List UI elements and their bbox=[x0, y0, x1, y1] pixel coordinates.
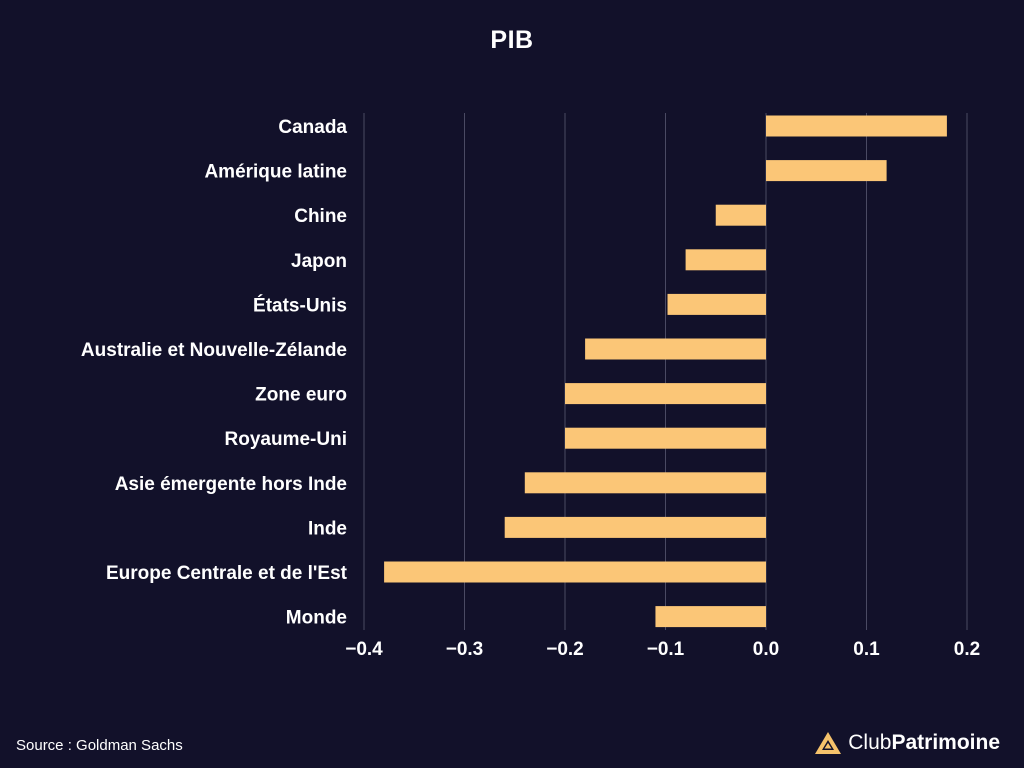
bar bbox=[504, 516, 766, 538]
category-label: Australie et Nouvelle-Zélande bbox=[81, 340, 347, 361]
bar bbox=[565, 383, 766, 405]
category-label: Zone euro bbox=[255, 385, 347, 406]
bar bbox=[685, 249, 766, 271]
chart-title: PIB bbox=[490, 26, 534, 54]
x-tick-label: 0.2 bbox=[954, 639, 980, 660]
x-tick-label: −0.1 bbox=[647, 639, 685, 660]
bar bbox=[715, 204, 766, 226]
x-tick-label: 0.0 bbox=[753, 639, 779, 660]
category-label: Asie émergente hors Inde bbox=[115, 474, 347, 495]
bar bbox=[766, 115, 947, 137]
pyramid-logo-icon bbox=[815, 732, 842, 754]
x-tick-label: −0.2 bbox=[546, 639, 584, 660]
category-label: Canada bbox=[278, 117, 347, 138]
bar bbox=[565, 427, 766, 449]
bar bbox=[384, 561, 766, 583]
category-label: Amérique latine bbox=[204, 162, 347, 183]
category-labels: Canada Amérique latine Chine Japon États-Uni… bbox=[81, 117, 348, 629]
brand-logo[interactable]: Club Patrimoine bbox=[814, 731, 1000, 755]
category-label: Inde bbox=[308, 518, 347, 539]
category-label: Japon bbox=[291, 251, 347, 272]
category-label: Royaume-Uni bbox=[225, 429, 347, 450]
bar bbox=[766, 160, 887, 182]
brand-patrimoine-text: Patrimoine bbox=[891, 731, 1000, 754]
x-tick-label: 0.1 bbox=[853, 639, 880, 660]
category-label: Europe Centrale et de l'Est bbox=[106, 563, 348, 584]
source-note: Source : Goldman Sachs bbox=[16, 737, 183, 754]
category-label: États-Unis bbox=[253, 294, 347, 316]
bar bbox=[524, 472, 766, 494]
category-label: Chine bbox=[294, 206, 347, 227]
grid-layer bbox=[363, 113, 968, 630]
bar bbox=[655, 606, 766, 628]
bar bbox=[667, 293, 766, 315]
bar bbox=[585, 338, 766, 360]
x-tick-label: −0.3 bbox=[446, 639, 484, 660]
x-tick-label: −0.4 bbox=[345, 639, 383, 660]
x-axis-ticks: −0.4 −0.3 −0.2 −0.1 0.0 0.1 0.2 bbox=[345, 639, 980, 660]
brand-club-text: Club bbox=[848, 731, 892, 754]
bar-layer bbox=[384, 115, 947, 628]
category-label: Monde bbox=[286, 608, 347, 629]
